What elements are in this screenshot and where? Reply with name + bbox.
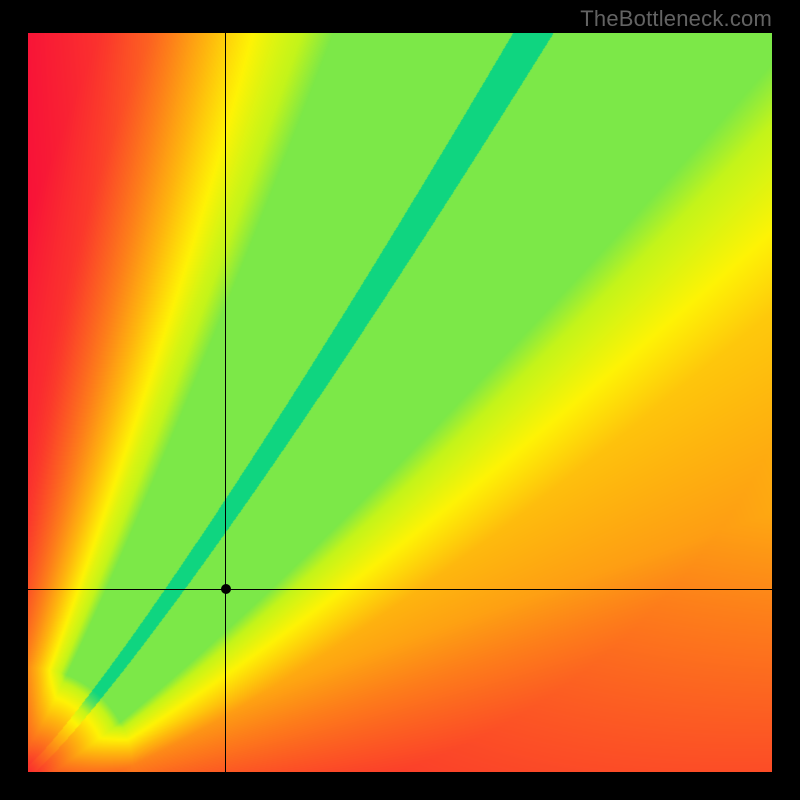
heatmap-canvas — [28, 33, 772, 772]
watermark-text: TheBottleneck.com — [580, 6, 772, 32]
crosshair-horizontal — [28, 589, 772, 590]
crosshair-vertical — [225, 33, 226, 772]
heatmap-plot — [28, 33, 772, 772]
